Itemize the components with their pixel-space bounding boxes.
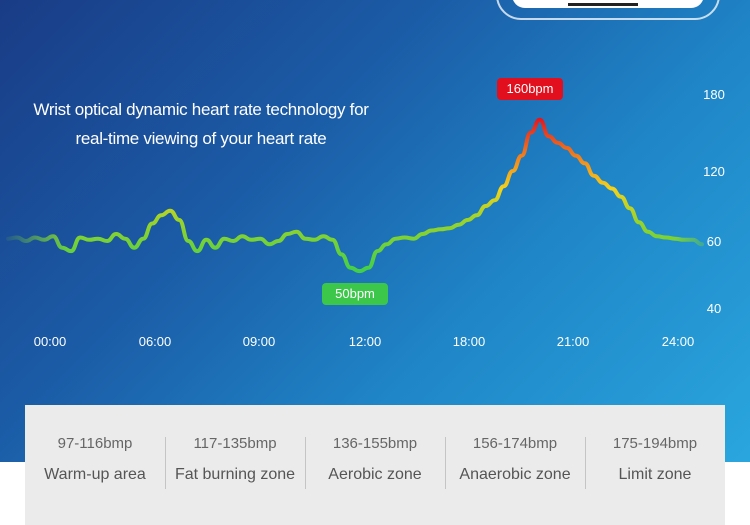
headline-line-1: Wrist optical dynamic heart rate technol…: [33, 100, 369, 119]
x-tick-label: 00:00: [34, 334, 67, 349]
zone-range: 136-155bmp: [332, 435, 418, 452]
heart-rate-series-line: [6, 117, 704, 274]
zone-column: 156-174bmp Anaerobic zone: [445, 405, 585, 525]
zone-column: 97-116bmp Warm-up area: [25, 405, 165, 525]
zone-name: Limit zone: [618, 466, 692, 483]
headline: Wrist optical dynamic heart rate technol…: [20, 95, 382, 153]
x-tick-label: 09:00: [243, 334, 276, 349]
x-tick-label: 12:00: [349, 334, 382, 349]
x-tick-label: 06:00: [139, 334, 172, 349]
zone-name: Fat burning zone: [174, 466, 296, 483]
x-tick-label: 24:00: [662, 334, 695, 349]
zone-column: 117-135bmp Fat burning zone: [165, 405, 305, 525]
zone-column: 175-194bmp Limit zone: [585, 405, 725, 525]
zone-name: Anaerobic zone: [459, 466, 571, 483]
x-tick-label: 21:00: [557, 334, 590, 349]
headline-line-2: real-time viewing of your heart rate: [75, 129, 327, 148]
min-bpm-callout: 50bpm: [322, 283, 388, 305]
zone-range: 97-116bmp: [57, 435, 133, 452]
y-tick-label: 40: [707, 301, 721, 316]
x-tick-label: 18:00: [453, 334, 486, 349]
zone-range: 117-135bmp: [193, 435, 277, 452]
y-tick-label: 180: [703, 87, 725, 102]
heart-rate-zones-panel: 97-116bmp Warm-up area 117-135bmp Fat burni…: [25, 405, 725, 525]
y-tick-label: 120: [703, 164, 725, 179]
gradient-background: [0, 0, 750, 462]
zone-column: 136-155bmp Aerobic zone: [305, 405, 445, 525]
watch-screen: [512, 0, 704, 8]
zone-name: Warm-up area: [44, 466, 146, 483]
y-tick-label: 60: [707, 234, 721, 249]
zone-range: 156-174bmp: [472, 435, 558, 452]
max-bpm-callout: 160bpm: [497, 78, 563, 100]
zone-name: Aerobic zone: [328, 466, 422, 483]
heart-rate-chart: 00:00 06:00 09:00 12:00 18:00 21:00 24:00 40 60…: [6, 87, 725, 349]
watch-screen-bar: [568, 3, 638, 6]
zone-range: 175-194bmp: [612, 435, 698, 452]
